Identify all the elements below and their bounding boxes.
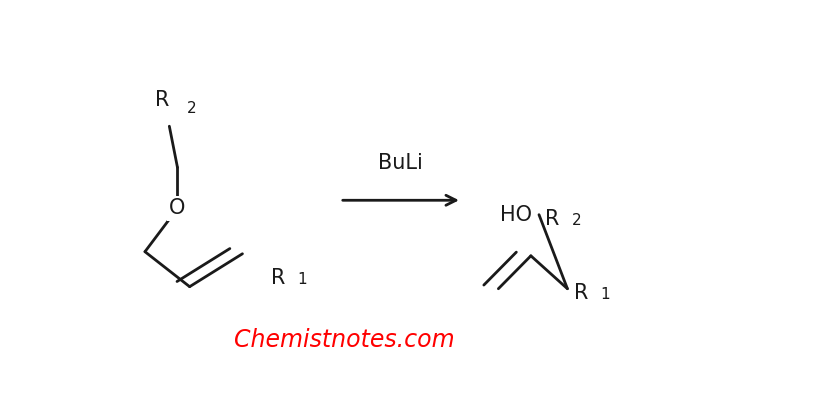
Text: R: R (574, 283, 588, 303)
Text: BuLi: BuLi (379, 153, 423, 173)
Text: R: R (271, 269, 285, 289)
Text: HO: HO (501, 205, 533, 225)
Text: R: R (546, 209, 560, 229)
Text: Chemistnotes.com: Chemistnotes.com (234, 328, 454, 352)
Text: 1: 1 (600, 286, 609, 301)
Text: R: R (155, 90, 169, 110)
Text: 1: 1 (297, 272, 307, 287)
Text: 2: 2 (572, 213, 581, 228)
Text: O: O (169, 198, 186, 219)
Text: 2: 2 (187, 101, 196, 116)
